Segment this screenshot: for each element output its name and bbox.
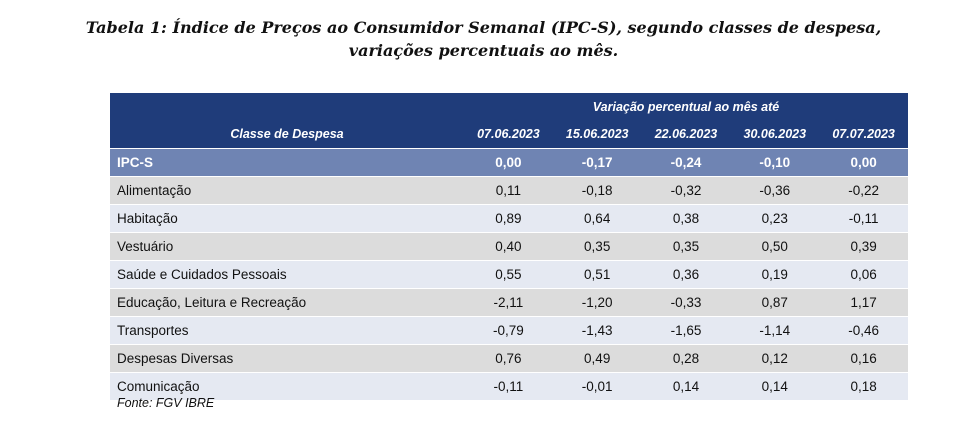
table-cell: -0,17: [552, 148, 642, 177]
table-cell: 0,36: [641, 260, 731, 289]
table-cell: -1,14: [730, 316, 820, 345]
table-row: Habitação 0,89 0,64 0,38 0,23 -0,11: [110, 204, 909, 233]
table-cell: -0,22: [819, 176, 909, 205]
caption-line-2: variações percentuais ao mês.: [348, 41, 619, 60]
table-cell: 0,06: [819, 260, 909, 289]
table-cell: 0,28: [641, 344, 731, 373]
caption-title: Índice de Preços ao Consumidor Semanal (…: [172, 18, 882, 37]
row-header: Classe de Despesa: [110, 119, 464, 149]
table-cell: 0,14: [641, 372, 731, 400]
column-header: 30.06.2023: [730, 119, 820, 149]
table-cell: 0,50: [730, 232, 820, 261]
table-cell: 0,23: [730, 204, 820, 233]
table-cell: -0,79: [464, 316, 553, 345]
row-label: Transportes: [110, 316, 464, 345]
table-body: IPC-S 0,00 -0,17 -0,24 -0,10 0,00 Alimentação 0…: [110, 148, 909, 400]
table-cell: -0,32: [641, 176, 731, 205]
row-label: Habitação: [110, 204, 464, 233]
table-row: Educação, Leitura e Recreação -2,11 -1,20-…: [110, 288, 909, 317]
row-label: Vestuário: [110, 232, 464, 261]
table-cell: 0,55: [464, 260, 553, 289]
column-header: 07.06.2023: [464, 119, 553, 149]
table-row: Vestuário 0,40 0,35 0,35 0,50 0,39: [110, 232, 909, 261]
table-cell: -0,36: [730, 176, 820, 205]
table-caption: Tabela 1: Índice de Preços ao Consumidor…: [0, 16, 967, 62]
source-note: Fonte: FGV IBRE: [117, 396, 215, 410]
table-cell: 0,51: [552, 260, 642, 289]
table-row: Comunicação -0,11 -0,01 0,14 0,14 0,18: [110, 372, 909, 400]
table-cell: 0,40: [464, 232, 553, 261]
table-cell: 0,64: [552, 204, 642, 233]
table-cell: -0,11: [819, 204, 909, 233]
row-label: Comunicação: [110, 372, 464, 400]
table-row: Despesas Diversas 0,76 0,49 0,28 0,12 0,16: [110, 344, 909, 373]
table-cell: -0,01: [552, 372, 642, 400]
table-cell: 0,14: [730, 372, 820, 400]
table-row: Transportes -0,79 -1,43 -1,65 -1,14 -0,46: [110, 316, 909, 345]
table-row: Saúde e Cuidados Pessoais 0,55 0,51 0,36 0,1…: [110, 260, 909, 289]
table-cell: 0,16: [819, 344, 909, 373]
table-cell: 0,49: [552, 344, 642, 373]
table-cell: 0,39: [819, 232, 909, 261]
table-cell: 0,11: [464, 176, 553, 205]
table-cell: 0,87: [730, 288, 820, 317]
table-cell: 0,89: [464, 204, 553, 233]
header-empty-cell: [110, 93, 464, 119]
table-cell: 0,35: [641, 232, 731, 261]
table-cell: 0,35: [552, 232, 642, 261]
column-header: 22.06.2023: [641, 119, 731, 149]
row-label: Alimentação: [110, 176, 464, 205]
table-cell: 0,00: [819, 148, 909, 177]
group-header: Variação percentual ao mês até: [464, 93, 909, 119]
table-cell: -0,46: [819, 316, 909, 345]
table-cell: 0,18: [819, 372, 909, 400]
table-cell: -0,11: [464, 372, 553, 400]
column-header: 15.06.2023: [552, 119, 642, 149]
ipc-s-table: Variação percentual ao mês até Classe de…: [110, 93, 909, 400]
table-row: Alimentação 0,11 -0,18 -0,32 -0,36 -0,22: [110, 176, 909, 205]
table-cell: 0,00: [464, 148, 553, 177]
table-cell: 1,17: [819, 288, 909, 317]
table-cell: 0,38: [641, 204, 731, 233]
table-cell: -0,18: [552, 176, 642, 205]
caption-separator: :: [161, 18, 173, 37]
table-cell: -2,11: [464, 288, 553, 317]
table-cell: -0,10: [730, 148, 820, 177]
caption-line-1: Tabela 1: Índice de Preços ao Consumidor…: [0, 16, 967, 39]
row-label: Despesas Diversas: [110, 344, 464, 373]
table-cell: -0,24: [641, 148, 731, 177]
table-cell: -0,33: [641, 288, 731, 317]
column-header: 07.07.2023: [819, 119, 909, 149]
row-label: Educação, Leitura e Recreação: [110, 288, 464, 317]
total-row: IPC-S 0,00 -0,17 -0,24 -0,10 0,00: [110, 148, 909, 177]
table-cell: -1,43: [552, 316, 642, 345]
table-cell: 0,19: [730, 260, 820, 289]
table-cell: -1,20: [552, 288, 642, 317]
caption-label: Tabela 1: [85, 18, 162, 37]
table-cell: -1,65: [641, 316, 731, 345]
table-cell: 0,76: [464, 344, 553, 373]
row-label: Saúde e Cuidados Pessoais: [110, 260, 464, 289]
row-label: IPC-S: [110, 148, 464, 177]
table-cell: 0,12: [730, 344, 820, 373]
